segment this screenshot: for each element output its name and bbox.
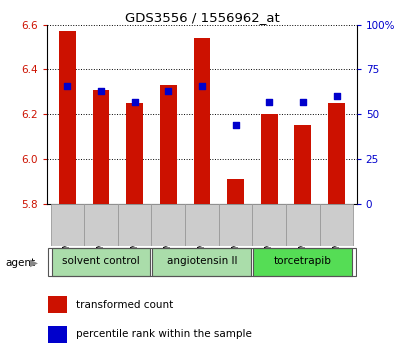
Text: agent: agent <box>5 258 35 268</box>
Text: transformed count: transformed count <box>76 299 173 310</box>
Bar <box>50 204 84 246</box>
Bar <box>126 103 143 204</box>
Bar <box>285 204 319 246</box>
Text: torcetrapib: torcetrapib <box>273 256 331 266</box>
Point <box>131 99 137 104</box>
Text: solvent control: solvent control <box>62 256 139 266</box>
Bar <box>184 204 218 246</box>
Bar <box>48 326 67 343</box>
Point <box>333 93 339 99</box>
Bar <box>319 204 353 246</box>
Bar <box>327 103 344 204</box>
Point <box>64 83 70 88</box>
Bar <box>84 204 117 246</box>
Point <box>232 122 238 128</box>
Bar <box>294 125 310 204</box>
Point <box>265 99 272 104</box>
Bar <box>59 32 76 204</box>
Bar <box>151 204 184 246</box>
Point <box>97 88 104 94</box>
Point <box>198 83 205 88</box>
Bar <box>253 248 351 276</box>
Text: percentile rank within the sample: percentile rank within the sample <box>76 329 251 339</box>
Bar <box>252 204 285 246</box>
Bar <box>227 179 243 204</box>
Bar <box>48 296 67 313</box>
Text: ▶: ▶ <box>29 258 38 268</box>
Text: angiotensin II: angiotensin II <box>166 256 236 266</box>
Bar <box>92 90 109 204</box>
Point <box>164 88 171 94</box>
Bar <box>160 85 176 204</box>
Bar <box>52 248 150 276</box>
Point <box>299 99 306 104</box>
Bar <box>152 248 251 276</box>
Bar <box>260 114 277 204</box>
Bar <box>193 38 210 204</box>
Bar <box>117 204 151 246</box>
Bar <box>218 204 252 246</box>
Title: GDS3556 / 1556962_at: GDS3556 / 1556962_at <box>124 11 279 24</box>
